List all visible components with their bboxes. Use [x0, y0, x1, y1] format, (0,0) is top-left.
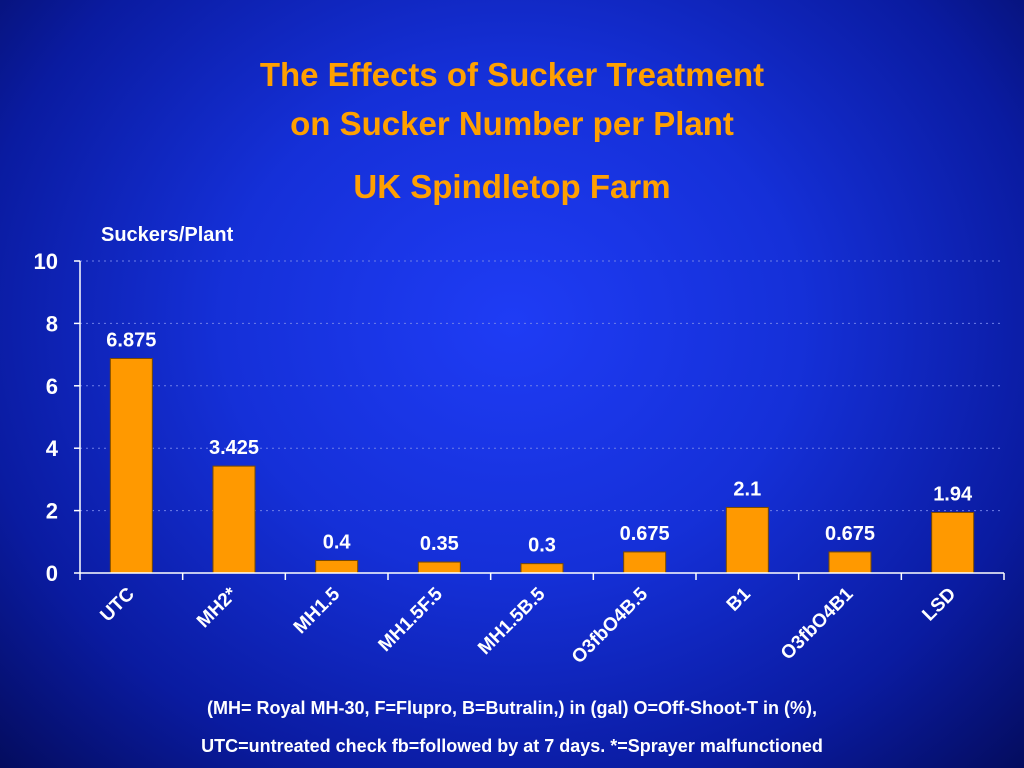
- bar-mh2-: [212, 465, 256, 574]
- x-tick-label: MH1.5B.5: [474, 583, 550, 659]
- y-axis-label: Suckers/Plant: [101, 224, 234, 246]
- x-tick-label: MH1.5F.5: [375, 583, 448, 656]
- data-label: 0.35: [420, 533, 459, 555]
- bar-b1: [725, 506, 769, 574]
- y-tick-label: 8: [46, 311, 58, 336]
- x-tick-label: B1: [723, 583, 755, 615]
- x-tick-label: MH1.5: [290, 583, 345, 638]
- data-label: 0.675: [825, 523, 875, 545]
- x-tick-label: O3fbO4B1: [777, 583, 858, 664]
- footnote-line-2: UTC=untreated check fb=followed by at 7 …: [201, 736, 823, 756]
- bar-lsd: [931, 511, 975, 574]
- bar-o3fbo4b-5: [623, 551, 667, 574]
- bar-utc: [109, 358, 153, 574]
- bar-chart: Suckers/Plant 0 2 4 6 8 10 6.875 UTC 3.425 MH2* 0…: [34, 224, 1004, 668]
- y-tick-label: 0: [46, 561, 58, 586]
- y-tick-label: 2: [46, 499, 58, 524]
- chart-title-line-2: on Sucker Number per Plant: [290, 105, 734, 142]
- y-tick-label: 10: [34, 249, 58, 274]
- data-label: 0.675: [620, 523, 670, 545]
- y-tick-label: 6: [46, 374, 58, 399]
- data-label: 6.875: [106, 330, 156, 352]
- data-label: 1.94: [933, 483, 973, 505]
- data-label: 0.4: [323, 532, 352, 554]
- data-label: 2.1: [733, 478, 761, 500]
- x-tick-label: LSD: [918, 584, 960, 626]
- chart-title-line-1: The Effects of Sucker Treatment: [259, 56, 765, 93]
- footnote-line-1: (MH= Royal MH-30, F=Flupro, B=Butralin,)…: [207, 698, 817, 718]
- bar-mh1-5: [315, 560, 359, 574]
- x-tick-label: MH2*: [193, 583, 242, 632]
- data-label: 3.425: [209, 437, 259, 459]
- y-tick-label: 4: [46, 436, 59, 461]
- bar-o3fbo4b1: [828, 551, 872, 574]
- x-tick-label: O3fbO4B.5: [568, 583, 653, 668]
- x-tick-label: UTC: [96, 583, 139, 626]
- chart-subtitle: UK Spindletop Farm: [353, 168, 671, 205]
- data-label: 0.3: [528, 535, 556, 557]
- bar-mh1-5f-5: [417, 561, 461, 574]
- bar-mh1-5b-5: [520, 563, 564, 574]
